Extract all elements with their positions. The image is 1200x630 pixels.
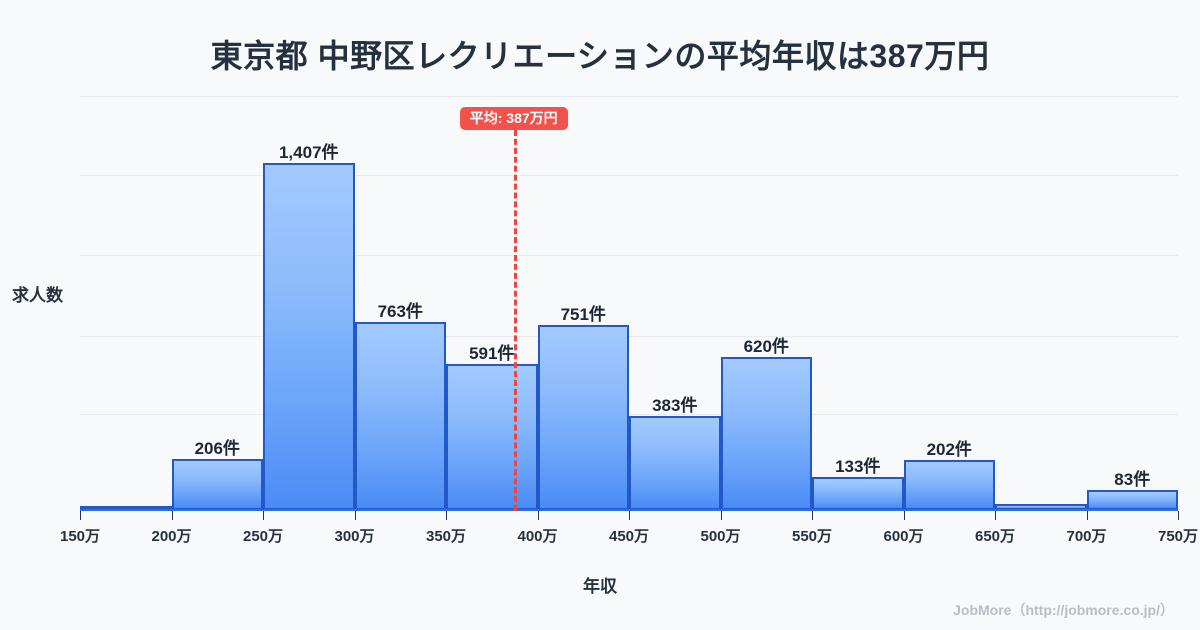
x-axis-tick-mark: [354, 511, 356, 520]
histogram-bar: [171, 459, 263, 510]
y-axis-title: 求人数: [12, 286, 63, 305]
x-axis-title: 年収: [583, 577, 617, 596]
x-axis-tick-label: 600万: [883, 528, 924, 545]
x-axis-tick-mark: [812, 511, 813, 520]
x-axis-tick-mark: [903, 511, 905, 520]
x-axis-tick-mark: [995, 511, 996, 520]
bar-value-label: 133件: [835, 457, 881, 477]
average-badge: 平均: 387万円: [459, 107, 568, 130]
x-axis-tick-mark: [1178, 511, 1179, 520]
gridline: [80, 96, 1178, 97]
histogram-bar: [812, 477, 904, 510]
gridline: [80, 336, 1178, 338]
footer-watermark: JobMore（http://jobmore.co.jp/）: [953, 602, 1174, 618]
gridline: [80, 174, 1178, 176]
x-axis-tick-mark: [537, 511, 539, 520]
histogram-bar: [720, 357, 812, 510]
x-axis-tick-label: 750万: [1157, 528, 1199, 545]
page-title: 東京都 中野区レクリエーションの平均年収は387万円: [210, 38, 990, 74]
x-axis-tick-label: 150万: [59, 528, 101, 545]
x-axis-tick-label: 700万: [1066, 528, 1107, 545]
bar-value-label: 206件: [194, 439, 240, 459]
histogram-bar: [354, 321, 446, 510]
histogram-bar: [446, 364, 538, 510]
x-axis-tick-mark: [720, 511, 722, 520]
x-axis-tick-mark: [1086, 511, 1088, 520]
bar-value-label: 202件: [926, 440, 972, 460]
x-axis-tick-mark: [171, 511, 173, 520]
bar-value-label: 763件: [377, 301, 423, 321]
bar-value-label: 620件: [743, 337, 789, 357]
histogram-bar: [537, 324, 629, 510]
gridline: [80, 255, 1178, 257]
x-axis-tick-label: 650万: [974, 528, 1016, 545]
bar-value-label: 1,407件: [278, 143, 339, 163]
x-axis-tick-mark: [263, 511, 264, 520]
x-axis-tick-mark: [80, 511, 81, 520]
histogram-bar: [629, 415, 721, 510]
x-axis-tick-label: 250万: [242, 528, 284, 545]
bar-value-label: 591件: [469, 344, 515, 364]
x-axis-tick-label: 500万: [700, 528, 741, 545]
average-line: [513, 130, 517, 511]
x-axis-tick-label: 550万: [791, 528, 833, 545]
x-axis-tick-label: 450万: [608, 528, 650, 545]
histogram-bar: [1086, 489, 1178, 510]
x-axis-tick-label: 400万: [517, 528, 558, 545]
axis-baseline: [80, 509, 1178, 511]
x-axis-tick-mark: [629, 511, 630, 520]
plot-area: [80, 96, 1178, 511]
bar-value-label: 751件: [560, 304, 606, 324]
x-axis-tick-label: 350万: [425, 528, 467, 545]
gridline: [80, 414, 1178, 416]
x-axis-tick-label: 200万: [151, 528, 192, 545]
histogram-bar: [263, 163, 355, 510]
x-axis-tick-label: 300万: [334, 528, 375, 545]
bar-value-label: 383件: [652, 395, 698, 415]
histogram-bar: [903, 460, 995, 510]
x-axis-tick-mark: [446, 511, 447, 520]
bar-value-label: 83件: [1114, 469, 1151, 489]
